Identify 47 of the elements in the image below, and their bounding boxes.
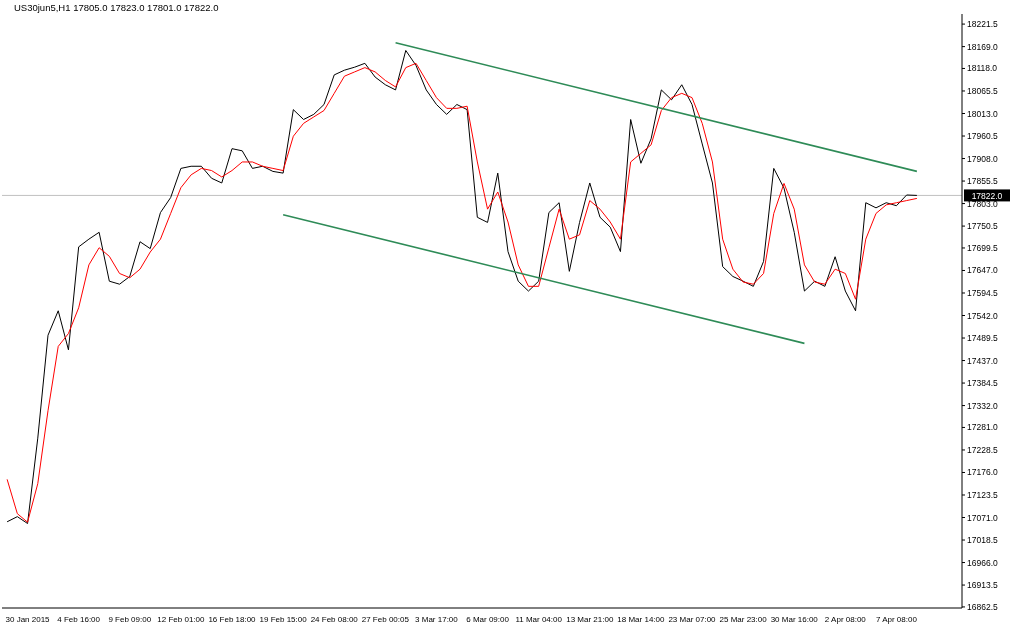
y-tick-label: 16913.5 — [967, 580, 998, 591]
y-tick-label: 16966.0 — [967, 557, 998, 568]
y-tick-label: 17803.0 — [967, 198, 998, 209]
x-tick-label: 13 Mar 21:00 — [566, 614, 614, 624]
x-tick-label: 19 Feb 15:00 — [259, 614, 308, 624]
x-tick-label: 23 Mar 07:00 — [668, 614, 717, 624]
x-tick-label: 30 Mar 16:00 — [770, 614, 819, 624]
x-tick-label: 18 Mar 14:00 — [617, 614, 666, 624]
y-tick-label: 16862.5 — [967, 601, 998, 612]
y-tick-label: 17699.5 — [967, 242, 998, 253]
x-tick-label: 7 Apr 08:00 — [875, 614, 918, 624]
y-tick-label: 17647.0 — [967, 265, 998, 276]
x-tick-label: 16 Feb 18:00 — [208, 614, 257, 624]
y-tick-label: 17750.5 — [967, 221, 998, 232]
x-tick-label: 2 Apr 08:00 — [824, 614, 867, 624]
y-tick-label: 17176.0 — [967, 467, 998, 478]
x-tick-label: 4 Feb 16:00 — [57, 614, 101, 624]
y-tick-label: 17018.5 — [967, 535, 998, 546]
y-tick-label: 18221.5 — [967, 19, 998, 30]
x-tick-label: 30 Jan 2015 — [5, 614, 51, 624]
y-tick-label: 17542.0 — [967, 310, 998, 321]
ref-line-label: 17822.0 — [971, 190, 1003, 201]
x-tick-label: 3 Mar 17:00 — [415, 614, 459, 624]
y-tick-label: 17123.5 — [967, 490, 998, 501]
y-tick-label: 18013.0 — [967, 108, 998, 119]
x-tick-label: 6 Mar 09:00 — [466, 614, 510, 624]
y-tick-label: 17855.5 — [967, 176, 998, 187]
x-tick-label: 25 Mar 23:00 — [719, 614, 768, 624]
y-tick-label: 17384.5 — [967, 378, 998, 389]
y-tick-label: 18169.0 — [967, 41, 998, 52]
y-tick-label: 17594.5 — [967, 288, 998, 298]
y-tick-label: 18118.0 — [967, 63, 998, 74]
x-tick-label: 11 Mar 04:00 — [515, 614, 563, 624]
y-tick-label: 17071.0 — [967, 512, 998, 523]
x-tick-label: 9 Feb 09:00 — [108, 614, 152, 624]
y-tick-label: 17332.0 — [967, 400, 998, 411]
x-tick-label: 12 Feb 01:00 — [157, 614, 206, 624]
y-tick-label: 17489.5 — [967, 333, 998, 344]
y-tick-label: 17437.0 — [967, 355, 998, 366]
y-tick-label: 18065.5 — [967, 86, 998, 96]
chart-title: US30jun5,H1 17805.0 17823.0 17801.0 17822.0 — [14, 2, 219, 13]
y-tick-label: 17960.5 — [967, 131, 998, 142]
x-tick-label: 24 Feb 08:00 — [310, 614, 359, 624]
y-tick-label: 17281.0 — [967, 422, 998, 433]
x-tick-label: 27 Feb 00:05 — [361, 614, 410, 624]
y-tick-label: 17228.5 — [967, 444, 998, 455]
y-tick-label: 17908.0 — [967, 153, 998, 164]
